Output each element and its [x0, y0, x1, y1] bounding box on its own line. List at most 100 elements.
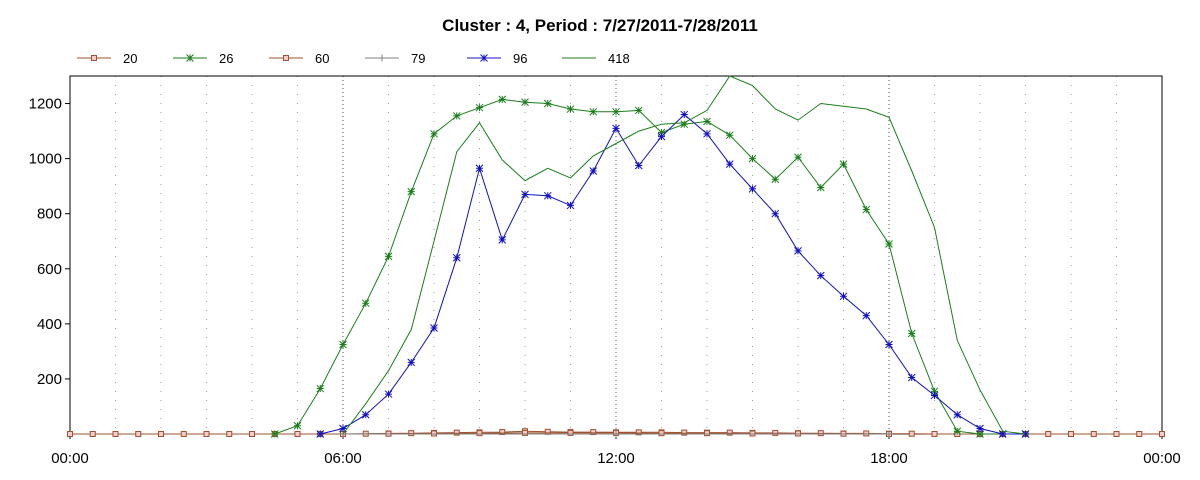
data-point-96	[862, 311, 871, 320]
data-point-20	[1136, 431, 1143, 437]
data-point-26	[384, 252, 393, 261]
data-point-26	[930, 387, 939, 396]
data-point-96	[657, 132, 666, 141]
data-point-96	[816, 271, 825, 280]
series-line-418	[342, 75, 1026, 435]
data-point-20	[135, 431, 142, 437]
data-point-26	[725, 131, 734, 140]
data-point-20	[726, 429, 733, 436]
data-point-60	[567, 429, 574, 436]
x-tick-label: 18:00	[870, 450, 908, 467]
data-point-96	[339, 424, 347, 433]
data-point-96	[907, 373, 916, 382]
data-point-60	[704, 430, 710, 437]
data-point-96	[930, 391, 939, 400]
y-tick-label: 200	[37, 371, 62, 388]
data-point-79	[612, 430, 620, 438]
data-point-20	[1159, 431, 1165, 437]
data-point-60	[431, 430, 437, 437]
data-point-26	[339, 340, 347, 349]
legend-swatch-marker	[283, 55, 289, 61]
data-point-20	[635, 429, 642, 436]
data-point-96	[475, 164, 484, 173]
data-point-26	[361, 299, 370, 308]
data-point-96	[521, 190, 529, 199]
data-point-26	[771, 175, 780, 184]
data-point-96	[976, 424, 984, 433]
data-point-26	[794, 153, 802, 162]
legend-label: 20	[123, 51, 137, 66]
data-point-26	[589, 107, 598, 116]
series-418	[342, 75, 1026, 435]
legend-label: 60	[315, 51, 329, 66]
data-point-96	[430, 324, 438, 332]
data-point-26	[885, 240, 893, 248]
legend-item-96: 96	[467, 51, 527, 66]
data-point-96	[498, 236, 507, 244]
data-point-96	[566, 201, 575, 210]
x-tick-label: 00:00	[1143, 450, 1181, 467]
data-point-20	[1090, 431, 1097, 437]
data-point-96	[885, 340, 893, 349]
data-point-96	[612, 124, 620, 133]
data-point-60	[749, 430, 756, 437]
data-point-96	[998, 430, 1007, 438]
legend-item-60: 60	[269, 51, 329, 66]
chart-title: Cluster : 4, Period : 7/27/2011-7/28/201…	[442, 16, 758, 35]
data-point-20	[931, 431, 938, 437]
data-point-96	[407, 358, 416, 367]
legend-item-26: 26	[173, 51, 233, 66]
y-tick-label: 1000	[29, 151, 62, 168]
data-point-20	[249, 431, 255, 437]
data-point-20	[772, 429, 779, 436]
data-point-26	[748, 154, 757, 163]
data-point-96	[384, 390, 393, 398]
data-point-26	[498, 95, 507, 104]
data-point-60	[795, 430, 801, 437]
data-point-20	[89, 431, 96, 437]
series-layer	[67, 75, 1165, 438]
data-point-96	[543, 191, 552, 200]
x-tick-label: 00:00	[51, 450, 89, 467]
data-point-26	[293, 421, 302, 430]
data-point-96	[839, 292, 848, 301]
data-point-96	[680, 110, 689, 119]
data-point-26	[407, 187, 416, 196]
data-point-26	[452, 112, 461, 120]
data-point-26	[521, 98, 529, 107]
data-point-26	[475, 103, 484, 112]
data-point-26	[566, 105, 575, 113]
data-point-96	[452, 253, 461, 262]
legend-swatch-marker	[378, 54, 386, 62]
legend-label: 96	[513, 51, 527, 66]
data-point-26	[543, 99, 552, 108]
y-tick-label: 800	[37, 206, 62, 223]
data-point-96	[634, 161, 643, 170]
data-point-96	[725, 160, 734, 168]
data-point-20	[112, 431, 119, 437]
data-point-26	[976, 430, 984, 438]
data-point-20	[294, 431, 301, 437]
data-point-26	[657, 128, 666, 137]
y-tick-label: 1200	[29, 96, 62, 113]
data-point-26	[316, 384, 325, 393]
series-line-96	[320, 113, 1026, 435]
data-point-96	[316, 430, 325, 438]
legend-label: 26	[219, 51, 233, 66]
data-point-26	[612, 107, 620, 116]
data-point-20	[681, 429, 688, 436]
data-point-96	[703, 129, 711, 138]
data-point-20	[180, 431, 187, 437]
data-point-26	[430, 129, 438, 138]
legend-label: 418	[608, 51, 630, 66]
legend: 20 26 60 79 96 418	[77, 51, 630, 66]
data-point-26	[839, 160, 848, 168]
legend-item-20: 20	[77, 51, 137, 66]
data-point-20	[590, 429, 597, 436]
data-point-96	[748, 185, 757, 193]
data-point-20	[226, 431, 233, 437]
legend-swatch-marker	[480, 54, 488, 62]
data-point-96	[589, 167, 598, 175]
legend-item-79: 79	[365, 51, 425, 66]
